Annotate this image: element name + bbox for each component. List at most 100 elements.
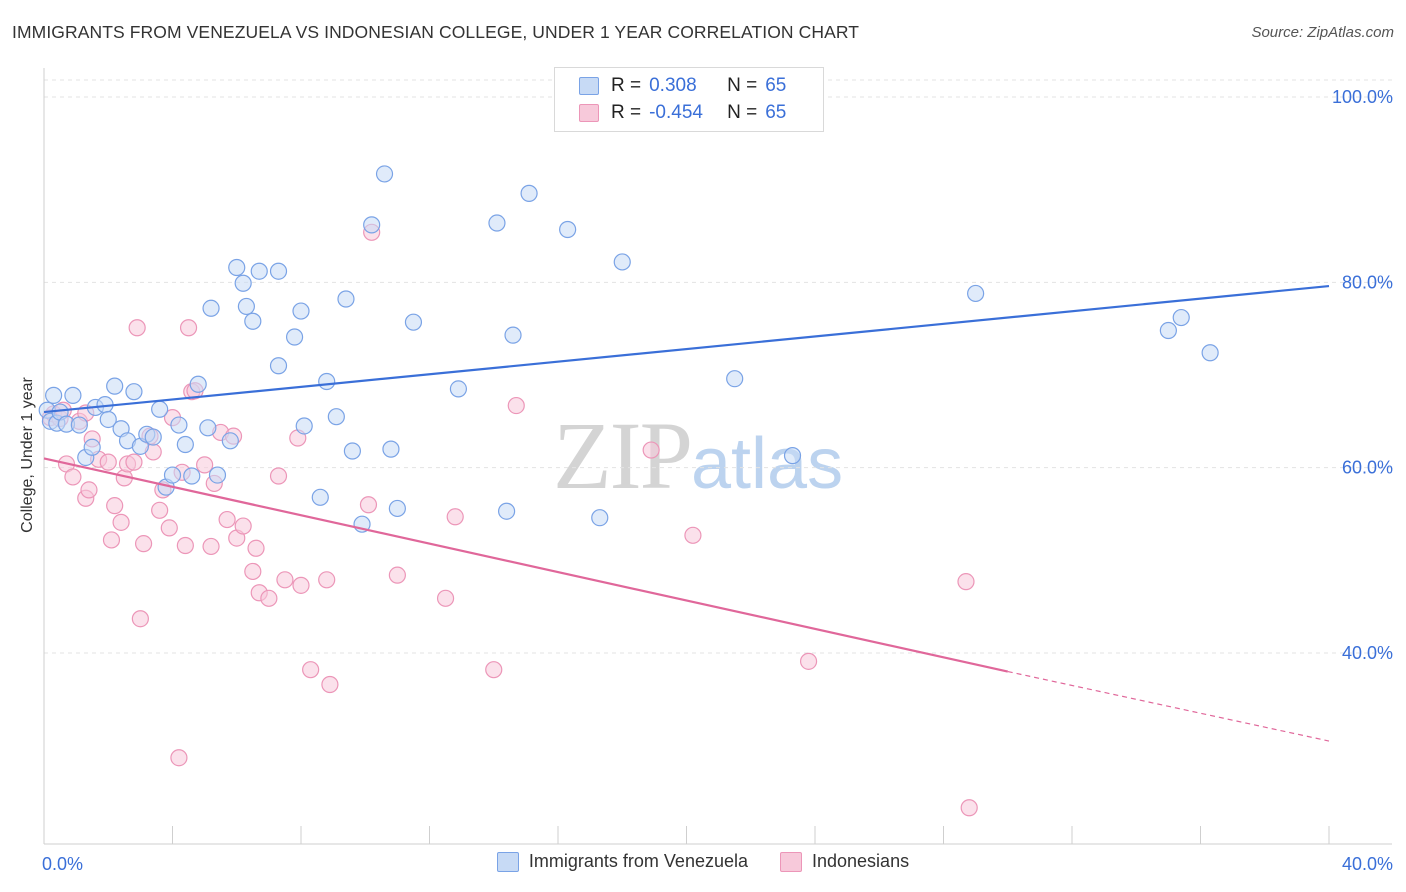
- legend-row-indonesians: R = -0.454 N = 65: [579, 100, 786, 126]
- data-point: [151, 400, 169, 418]
- data-point: [176, 435, 194, 454]
- chart-title: IMMIGRANTS FROM VENEZUELA VS INDONESIAN …: [12, 22, 860, 42]
- data-point: [613, 253, 631, 271]
- data-point: [311, 488, 329, 506]
- watermark: ZIPatlas: [553, 400, 843, 511]
- legend-r-value: -0.454: [649, 102, 703, 123]
- data-point: [218, 510, 236, 529]
- data-point: [80, 481, 98, 499]
- legend-item-indonesians[interactable]: Indonesians: [780, 851, 909, 872]
- series-indonesians: [41, 223, 978, 817]
- x-tick-label: 0.0%: [42, 854, 83, 874]
- data-point: [520, 184, 538, 202]
- data-point: [337, 290, 355, 308]
- data-point: [318, 372, 336, 391]
- data-point: [64, 468, 82, 486]
- data-point: [99, 410, 117, 429]
- data-point: [436, 589, 455, 607]
- data-point: [726, 370, 744, 388]
- trend-lines: [43, 284, 1330, 742]
- legend-swatch-pink: [579, 104, 599, 122]
- data-point: [234, 274, 252, 292]
- legend-n-value: 65: [765, 75, 787, 96]
- data-point: [102, 531, 121, 549]
- data-point: [504, 326, 522, 344]
- tick-labels: 40.0% 60.0% 80.0% 100.0% 0.0% 40.0%: [42, 87, 1393, 874]
- data-point: [292, 302, 310, 320]
- data-point: [176, 536, 194, 555]
- data-point: [799, 652, 818, 670]
- data-point: [179, 319, 198, 337]
- y-tick-label: 40.0%: [1342, 643, 1393, 663]
- data-point: [321, 675, 339, 694]
- data-point: [160, 519, 178, 537]
- watermark-zip: ZIP: [553, 402, 693, 509]
- data-point: [285, 328, 304, 346]
- data-point: [221, 432, 239, 450]
- data-point: [388, 566, 406, 584]
- data-point: [498, 502, 516, 520]
- data-point: [485, 661, 503, 679]
- data-point: [196, 456, 214, 474]
- data-point: [684, 526, 702, 544]
- source-label: Source: ZipAtlas.com: [1251, 24, 1394, 41]
- trend-line-venezuela: [43, 284, 1330, 414]
- data-point: [449, 380, 468, 398]
- legend-label-venezuela: Immigrants from Venezuela: [528, 851, 748, 871]
- legend-item-venezuela[interactable]: Immigrants from Venezuela: [496, 851, 748, 872]
- data-point: [1159, 321, 1177, 340]
- x-tick-label: 40.0%: [1342, 854, 1393, 874]
- data-point: [302, 661, 320, 679]
- legend-label-indonesians: Indonesians: [812, 851, 910, 871]
- legend-swatch-pink: [780, 851, 802, 872]
- data-point: [591, 509, 609, 527]
- data-point: [208, 466, 227, 484]
- data-point: [507, 396, 525, 415]
- series-legend: Immigrants from Venezuela Indonesians: [0, 851, 1406, 872]
- data-point: [234, 517, 252, 535]
- data-point: [70, 416, 88, 434]
- data-point: [269, 262, 288, 280]
- data-point: [199, 419, 217, 437]
- y-tick-label: 100.0%: [1332, 87, 1393, 107]
- y-tick-label: 60.0%: [1342, 458, 1393, 478]
- data-point: [295, 417, 313, 435]
- data-point: [112, 513, 130, 531]
- y-tick-label: 80.0%: [1342, 272, 1393, 292]
- data-point: [189, 375, 207, 393]
- data-point: [292, 576, 310, 594]
- legend-swatch-blue: [496, 851, 519, 872]
- data-point: [64, 386, 82, 404]
- data-point: [244, 562, 262, 581]
- data-point: [359, 496, 378, 514]
- data-point: [343, 442, 361, 460]
- series-venezuela: [38, 165, 1219, 533]
- data-point: [45, 386, 63, 404]
- data-point: [1201, 344, 1219, 362]
- data-point: [247, 539, 265, 557]
- legend-row-venezuela: R = 0.308 N = 65: [579, 73, 786, 99]
- data-point: [151, 501, 169, 519]
- data-point: [163, 466, 182, 484]
- legend-swatch-blue: [579, 77, 599, 95]
- data-point: [128, 319, 146, 337]
- data-point: [244, 312, 262, 330]
- data-point: [327, 408, 345, 426]
- data-point: [388, 499, 406, 518]
- data-point: [125, 453, 143, 471]
- data-point: [170, 416, 188, 434]
- data-point: [202, 537, 220, 556]
- data-point: [642, 441, 660, 459]
- data-point: [446, 508, 464, 526]
- data-point: [269, 467, 288, 485]
- trend-line-indonesians: [43, 457, 1008, 673]
- watermark-atlas: atlas: [691, 424, 844, 504]
- data-point: [125, 383, 143, 401]
- data-point: [83, 438, 101, 456]
- data-point: [318, 571, 336, 589]
- data-point: [559, 220, 577, 239]
- axes: [43, 68, 1392, 845]
- data-point: [375, 165, 394, 183]
- data-point: [237, 297, 255, 316]
